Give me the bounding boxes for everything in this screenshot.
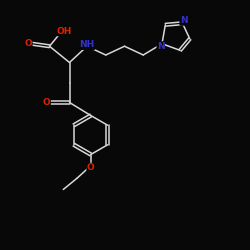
Text: N: N xyxy=(180,16,188,25)
Text: OH: OH xyxy=(57,27,72,36)
Text: N: N xyxy=(157,42,164,51)
Text: O: O xyxy=(43,98,50,107)
Text: O: O xyxy=(87,163,95,172)
Text: O: O xyxy=(24,39,32,48)
Text: NH: NH xyxy=(80,40,95,50)
